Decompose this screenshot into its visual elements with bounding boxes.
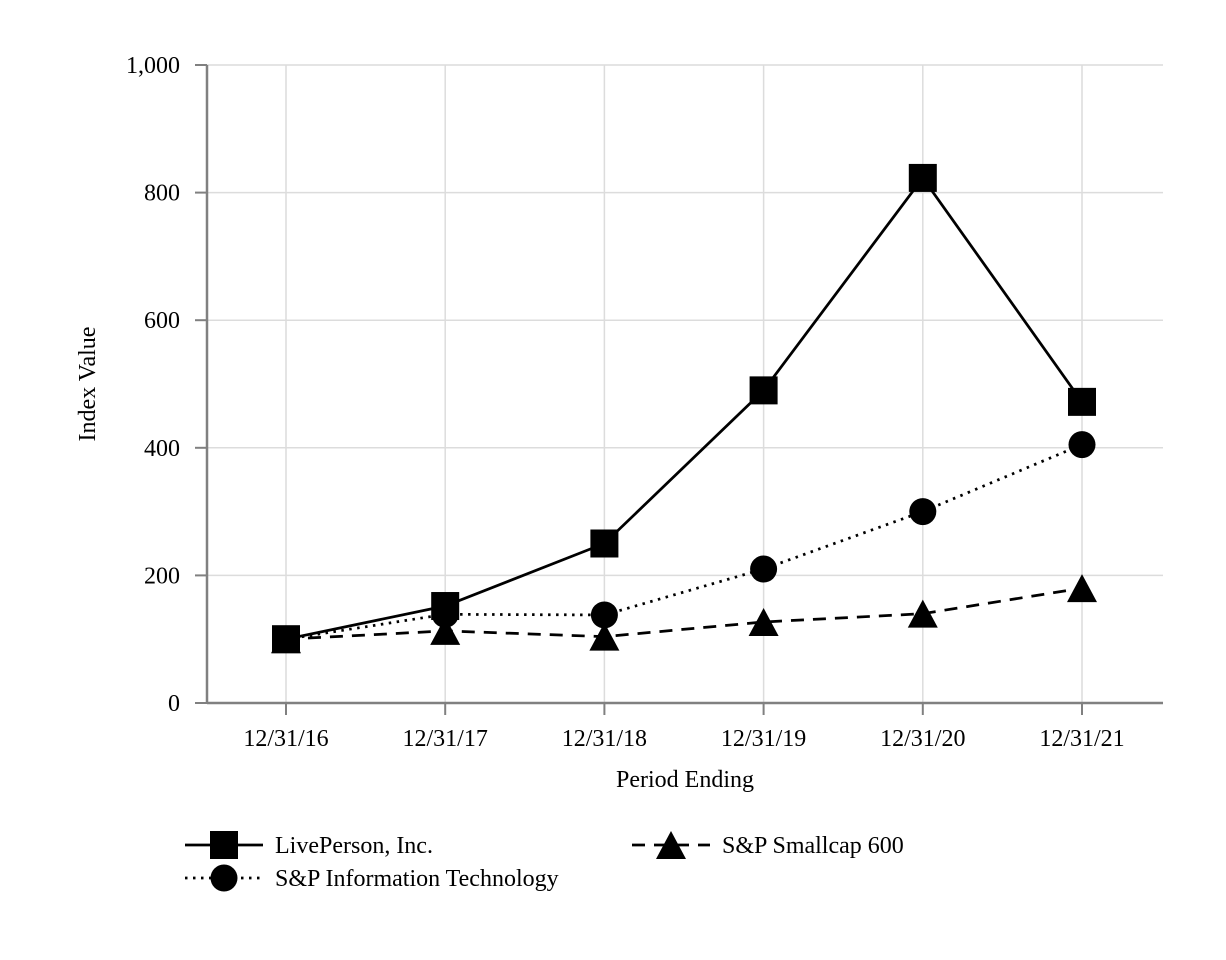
- series-line: [285, 443, 1083, 641]
- x-tick-label: 12/31/20: [880, 726, 965, 752]
- circle-marker: [909, 498, 937, 526]
- series-line: [285, 175, 1084, 641]
- y-tick-label: 400: [144, 436, 180, 462]
- x-tick-label: 12/31/18: [562, 726, 647, 752]
- triangle-marker: [430, 616, 461, 645]
- y-tick-label: 1,000: [126, 53, 180, 79]
- tick-label-layer: 0 200 400 600 800 1,000 12/31/16 12/31/17 12/31/…: [126, 53, 1125, 752]
- axis-layer: [195, 64, 1163, 715]
- x-tick-label: 12/31/17: [403, 726, 488, 752]
- legend-item: LivePerson, Inc.: [185, 831, 433, 859]
- x-tick-label: 12/31/21: [1039, 726, 1124, 752]
- series-group: [272, 431, 1096, 653]
- x-tick-label: 12/31/16: [243, 726, 328, 752]
- x-tick-label: 12/31/19: [721, 726, 806, 752]
- series-layer: [271, 163, 1097, 654]
- circle-marker: [750, 555, 778, 583]
- legend-label: LivePerson, Inc.: [275, 833, 433, 859]
- square-marker: [210, 831, 238, 859]
- triangle-marker: [907, 599, 938, 628]
- y-tick-label: 0: [168, 691, 180, 717]
- legend-item: S&P Information Technology: [185, 864, 559, 892]
- x-axis-title: Period Ending: [616, 767, 754, 793]
- triangle-marker: [656, 831, 686, 859]
- legend-item: S&P Smallcap 600: [632, 831, 904, 859]
- triangle-marker: [589, 622, 620, 651]
- series-group: [271, 574, 1097, 654]
- square-marker: [908, 163, 937, 192]
- series-group: [272, 163, 1096, 654]
- legend-label: S&P Information Technology: [275, 866, 559, 892]
- square-marker: [1068, 387, 1096, 416]
- y-tick-label: 800: [144, 181, 180, 207]
- circle-marker: [1068, 431, 1096, 459]
- circle-marker: [590, 601, 618, 629]
- triangle-marker: [1067, 574, 1097, 603]
- triangle-marker: [748, 607, 779, 636]
- y-axis-title: Index Value: [75, 327, 101, 442]
- circle-marker: [431, 600, 459, 628]
- series-line: [285, 586, 1083, 641]
- y-tick-label: 600: [144, 308, 180, 334]
- triangle-marker: [271, 625, 301, 654]
- circle-marker: [210, 864, 238, 892]
- square-marker: [590, 529, 619, 558]
- legend: LivePerson, Inc. S&P Information Technolo…: [185, 831, 904, 892]
- y-tick-label: 200: [144, 563, 180, 589]
- square-marker: [749, 376, 778, 405]
- legend-label: S&P Smallcap 600: [722, 833, 904, 859]
- grid-layer: [207, 64, 1163, 703]
